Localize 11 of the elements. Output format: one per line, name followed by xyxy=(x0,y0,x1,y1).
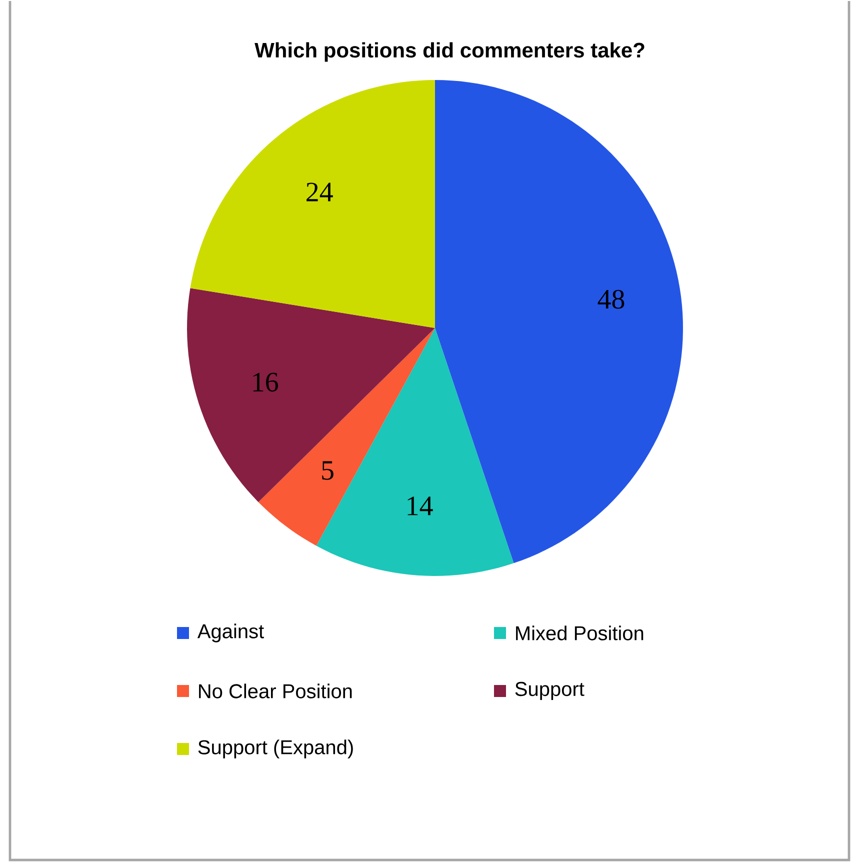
data-label: 24 xyxy=(306,182,333,202)
chart-title: Which positions did commenters take? xyxy=(254,42,644,62)
legend-label: Mixed Position xyxy=(516,626,644,640)
legend-label: Against xyxy=(197,624,264,642)
data-label: 16 xyxy=(253,372,278,392)
data-label: 5 xyxy=(322,461,334,480)
legend-label: Support (Expand) xyxy=(198,740,353,758)
legend-label: No Clear Position xyxy=(199,684,352,698)
legend-label: Support xyxy=(515,682,584,700)
data-label: 48 xyxy=(598,290,624,309)
data-label: 14 xyxy=(408,496,433,516)
